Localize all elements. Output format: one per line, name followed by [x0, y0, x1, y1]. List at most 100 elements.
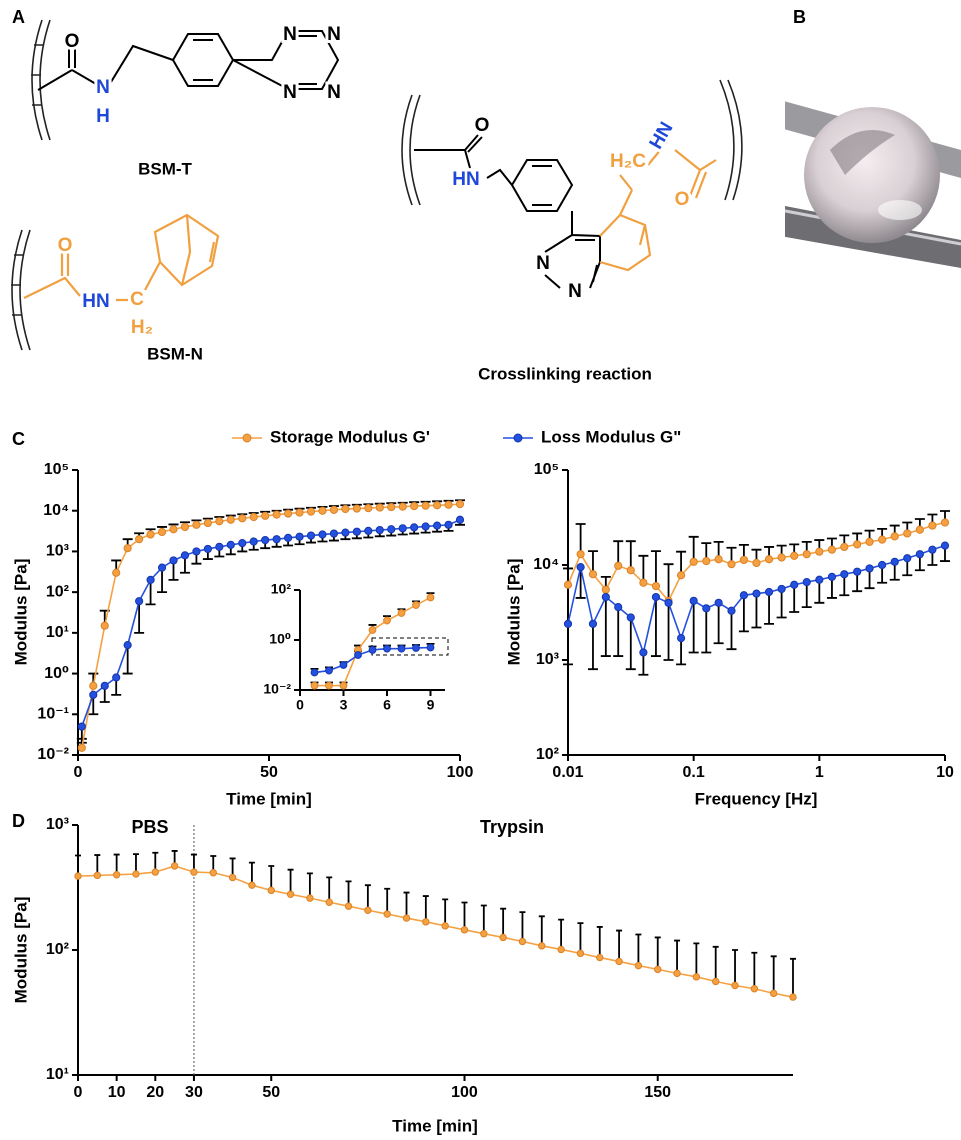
error-bar	[268, 865, 275, 891]
legend-marker	[513, 433, 523, 443]
data-point	[228, 873, 237, 882]
data-point	[441, 922, 449, 930]
error-bar	[461, 901, 468, 930]
data-point	[596, 953, 604, 962]
data-point	[576, 949, 585, 958]
error-bar	[688, 535, 699, 562]
data-point	[790, 580, 799, 589]
data-point	[702, 556, 711, 566]
structure-label: BSM-T	[138, 159, 192, 178]
data-point	[157, 563, 167, 572]
panel-letter: A	[12, 7, 25, 27]
atom-label: N	[283, 82, 297, 103]
data-point	[192, 547, 201, 556]
y-axis-title: Modulus [Pa]	[504, 559, 523, 666]
error-bar	[500, 907, 507, 938]
error-bar	[596, 926, 603, 958]
y-tick-label: 10⁻²	[263, 681, 291, 697]
data-point	[226, 515, 235, 524]
data-point	[100, 621, 109, 630]
data-point	[752, 558, 761, 568]
data-point	[739, 555, 748, 565]
data-point	[249, 512, 258, 522]
data-point	[249, 537, 258, 546]
data-point	[673, 969, 681, 978]
error-bar	[663, 602, 674, 661]
data-point	[318, 530, 327, 539]
error-bar	[770, 955, 777, 994]
atom-label: N	[327, 24, 341, 45]
data-point	[368, 626, 377, 634]
data-point	[714, 555, 723, 564]
error-bar	[600, 597, 611, 657]
data-point	[339, 661, 348, 669]
data-point	[170, 862, 179, 870]
atom-label: N	[327, 82, 341, 103]
data-point	[100, 681, 109, 690]
error-bar	[713, 602, 724, 645]
x-tick-label: 20	[146, 1084, 164, 1101]
chart: 10¹ 10² 10³ 0 10 20 30 50 100 150 Time [min] Modulu…	[11, 816, 797, 1135]
chart: 10⁻² 10⁻¹ 10⁰ 10¹ 10² 10³ 10⁴ 10⁵ 0 50 100 Time [mi…	[11, 461, 473, 808]
atom-label: HN	[82, 291, 109, 312]
x-tick-label: 0	[74, 1084, 83, 1101]
data-point	[74, 872, 82, 880]
data-point	[588, 619, 598, 628]
error-bar	[613, 607, 624, 657]
y-tick-label: 10³	[536, 651, 559, 668]
error-bar	[650, 550, 661, 587]
atom-label: N	[568, 281, 582, 302]
series-line	[81, 519, 461, 727]
data-point	[764, 555, 774, 564]
panel-letter: C	[12, 429, 25, 449]
error-bar	[287, 868, 294, 895]
data-point	[375, 503, 384, 512]
data-point	[402, 914, 411, 922]
data-point	[364, 906, 372, 914]
error-bar	[701, 608, 712, 654]
error-bar	[635, 933, 642, 966]
data-point	[89, 681, 98, 690]
error-bar	[674, 939, 681, 974]
data-point	[878, 535, 887, 544]
atom-label: O	[475, 115, 490, 136]
error-bar	[384, 887, 391, 915]
x-axis-title: Time [min]	[392, 1116, 478, 1135]
data-point	[769, 989, 778, 998]
data-point	[169, 556, 178, 565]
data-point	[480, 930, 488, 938]
data-point	[802, 550, 811, 559]
error-bar	[575, 523, 586, 555]
data-point	[639, 648, 648, 657]
error-bar	[738, 595, 749, 633]
data-point	[209, 869, 217, 877]
error-bar	[134, 601, 145, 634]
error-bar	[306, 872, 313, 899]
y-tick-label: 10⁻¹	[37, 706, 69, 723]
data-point	[286, 890, 295, 898]
data-point	[397, 609, 406, 617]
data-point	[915, 525, 924, 534]
series-line	[77, 865, 794, 998]
data-point	[284, 509, 293, 518]
data-point	[93, 871, 102, 880]
data-point	[410, 501, 419, 511]
atom-label: HN	[646, 119, 678, 153]
atom-label: H	[96, 106, 110, 127]
data-point	[651, 592, 661, 602]
data-point	[676, 571, 686, 580]
data-point	[398, 524, 407, 533]
data-point	[77, 743, 86, 752]
error-bar	[563, 623, 573, 666]
data-point	[676, 634, 686, 643]
data-point	[364, 503, 373, 513]
data-point	[444, 520, 453, 529]
data-point	[180, 551, 190, 560]
atom-label: O	[675, 189, 690, 210]
x-tick-label: 10	[936, 764, 954, 781]
x-axis-title: Frequency [Hz]	[695, 789, 818, 808]
data-point	[267, 886, 275, 895]
data-point	[387, 525, 396, 534]
data-point	[865, 537, 874, 547]
